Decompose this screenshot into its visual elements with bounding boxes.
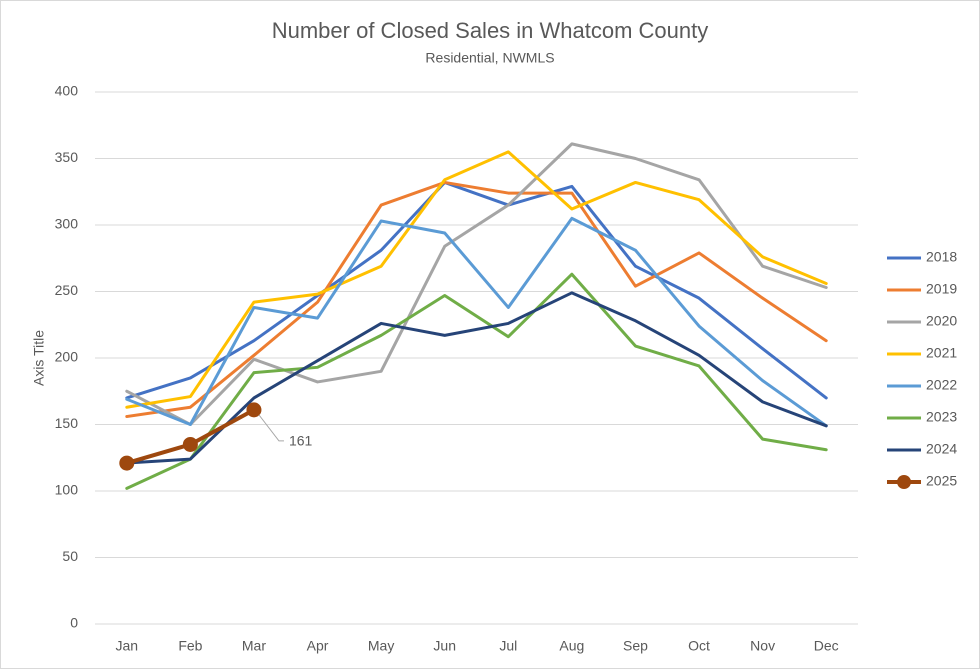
legend-marker: [897, 475, 911, 489]
legend-label: 2019: [926, 281, 957, 297]
x-tick-label: Feb: [178, 638, 202, 654]
legend-label: 2025: [926, 473, 957, 489]
y-tick-label: 150: [55, 415, 79, 431]
y-tick-label: 300: [55, 216, 79, 232]
x-tick-label: Mar: [242, 638, 266, 654]
legend-label: 2024: [926, 441, 957, 457]
x-tick-label: Jan: [116, 638, 139, 654]
series-line: [125, 180, 828, 419]
x-tick-label: Jul: [499, 638, 517, 654]
series-line: [125, 180, 828, 400]
y-tick-label: 200: [55, 349, 79, 365]
point-marker: [119, 455, 135, 471]
point-marker: [182, 436, 198, 452]
legend-label: 2020: [926, 313, 957, 329]
y-axis-title: Axis Title: [31, 330, 47, 386]
series-line: [125, 291, 828, 465]
series-line: [125, 272, 828, 490]
y-tick-label: 400: [55, 83, 79, 99]
legend-label: 2023: [926, 409, 957, 425]
x-tick-label: Jun: [433, 638, 456, 654]
x-tick-label: May: [368, 638, 394, 654]
y-tick-label: 350: [55, 149, 79, 165]
x-tick-label: Oct: [688, 638, 710, 654]
series-line: [125, 142, 828, 426]
x-tick-label: Dec: [814, 638, 839, 654]
data-label: 161: [289, 433, 313, 449]
x-tick-label: Sep: [623, 638, 648, 654]
y-tick-label: 50: [62, 548, 78, 564]
chart-title: Number of Closed Sales in Whatcom County: [272, 18, 709, 43]
legend-label: 2021: [926, 345, 957, 361]
chart-subtitle: Residential, NWMLS: [425, 50, 554, 66]
legend-label: 2022: [926, 377, 957, 393]
label-leader: [258, 414, 284, 442]
series-line: [125, 150, 828, 409]
y-tick-label: 100: [55, 482, 79, 498]
y-tick-label: 0: [70, 615, 78, 631]
x-tick-label: Aug: [559, 638, 584, 654]
x-tick-label: Nov: [750, 638, 775, 654]
series-line: [125, 216, 828, 428]
point-marker: [246, 402, 262, 418]
y-tick-label: 250: [55, 282, 79, 298]
x-tick-label: Apr: [307, 638, 329, 654]
legend-label: 2018: [926, 249, 957, 265]
